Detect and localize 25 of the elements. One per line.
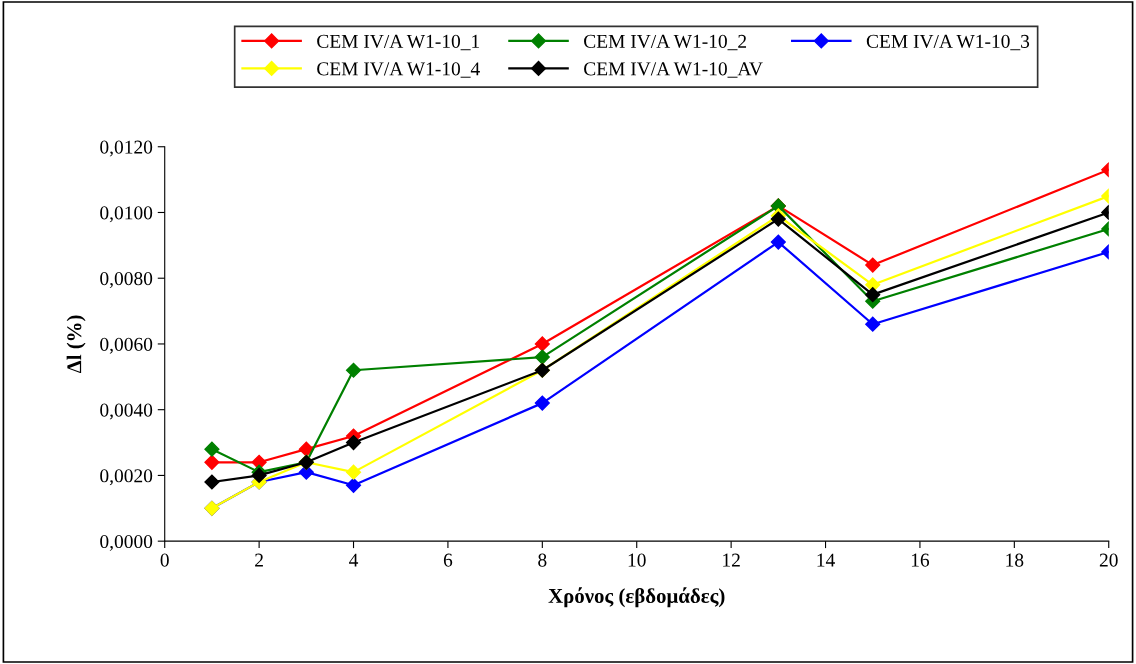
- legend-label: CEM IV/A W1-10_2: [584, 34, 747, 51]
- y-tick-label: 0,0100: [100, 206, 153, 223]
- y-tick-label: 0,0020: [100, 469, 153, 486]
- x-tick-label: 6: [443, 553, 453, 567]
- legend-label: CEM IV/A W1-10_3: [866, 34, 1030, 51]
- x-tick-label: 12: [723, 553, 740, 567]
- legend-label: CEM IV/A W1-10_1: [317, 34, 480, 51]
- x-tick-label: 20: [1099, 553, 1118, 567]
- x-tick-label: 16: [911, 553, 930, 567]
- x-tick-label: 8: [538, 553, 547, 567]
- y-axis-title: Δl (%): [66, 315, 86, 374]
- x-tick-label: 0: [160, 553, 169, 567]
- x-tick-label: 14: [817, 553, 835, 567]
- x-axis-title: Χρόνος (εβδομάδες): [548, 587, 725, 608]
- x-tick-label: 10: [628, 553, 646, 567]
- x-tick-label: 2: [255, 553, 263, 567]
- legend-label: CEM IV/A W1-10_4: [317, 62, 480, 78]
- y-tick-label: 0,0000: [100, 534, 153, 551]
- y-tick-label: 0,0120: [100, 140, 153, 157]
- x-tick-label: 18: [1006, 553, 1024, 567]
- y-tick-label: 0,0040: [100, 403, 153, 420]
- y-tick-label: 0,0080: [100, 272, 153, 288]
- legend-label: CEM IV/A W1-10_AV: [584, 62, 763, 78]
- y-tick-label: 0,0060: [100, 337, 153, 354]
- x-tick-label: 4: [349, 553, 359, 567]
